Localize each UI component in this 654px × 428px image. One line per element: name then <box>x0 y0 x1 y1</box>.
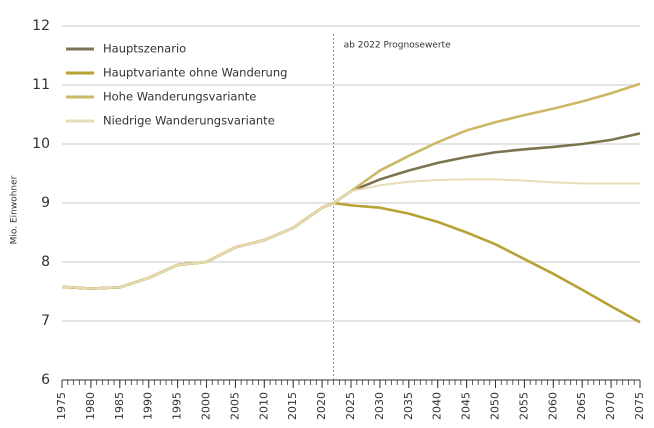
legend-label: Hauptszenario <box>103 42 186 56</box>
x-tick-label: 2055 <box>517 392 530 420</box>
x-tick-label: 2010 <box>257 392 270 420</box>
y-tick-label: 12 <box>32 18 50 34</box>
x-tick-label: 2005 <box>228 392 241 420</box>
x-tick-label: 2035 <box>402 392 415 420</box>
x-tick-label: 2075 <box>633 392 646 420</box>
annotation: ab 2022 Prognosewerte <box>344 41 451 51</box>
y-tick-label: 6 <box>41 372 50 388</box>
x-tick-label: 1985 <box>113 392 126 420</box>
series-line <box>61 201 641 324</box>
y-tick-label: 9 <box>41 195 50 211</box>
x-tick-label: 1980 <box>84 392 97 420</box>
x-tick-label: 2030 <box>373 392 386 420</box>
series-line <box>61 132 641 290</box>
x-tick-label: 2050 <box>489 392 502 420</box>
legend-label: Hohe Wanderungsvariante <box>103 90 256 104</box>
x-tick-label: 2015 <box>286 392 299 420</box>
legend-label: Hauptvariante ohne Wanderung <box>103 66 287 80</box>
y-tick-label: 11 <box>32 77 50 93</box>
x-tick-label: 2020 <box>315 392 328 420</box>
x-tick-label: 2000 <box>200 392 213 420</box>
x-tick-label: 2025 <box>344 392 357 420</box>
x-tick-label: 2070 <box>604 392 617 420</box>
x-tick-label: 2060 <box>546 392 559 420</box>
legend-label: Niedrige Wanderungsvariante <box>103 114 275 128</box>
x-tick-label: 1975 <box>55 392 68 420</box>
x-tick-label: 1995 <box>171 392 184 420</box>
y-tick-label: 7 <box>41 313 50 329</box>
x-tick-label: 1990 <box>142 392 155 420</box>
series-line <box>61 178 640 290</box>
y-axis-label: Mio. Einwohner <box>10 175 20 244</box>
y-tick-label: 10 <box>32 136 50 152</box>
y-tick-label: 8 <box>41 254 50 270</box>
x-tick-label: 2045 <box>460 392 473 420</box>
x-tick-label: 2065 <box>575 392 588 420</box>
x-tick-label: 2040 <box>431 392 444 420</box>
